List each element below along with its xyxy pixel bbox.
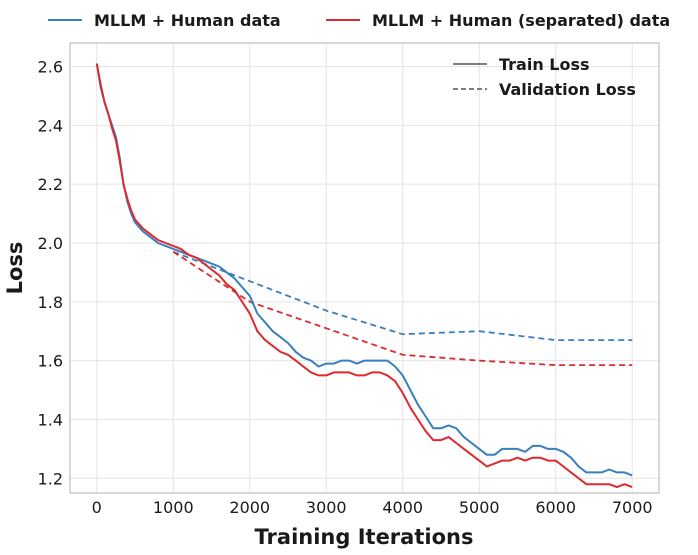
style-legend: Train Loss Validation Loss bbox=[453, 55, 636, 99]
series-lines bbox=[95, 63, 633, 489]
validation-loss-line-mllm-human-data bbox=[172, 250, 633, 342]
x-axis-label: Training Iterations bbox=[255, 525, 474, 549]
validation-loss-line-mllm-human-separated-data bbox=[172, 251, 633, 367]
y-tick-label: 2.2 bbox=[38, 175, 63, 194]
y-tick-label: 2.6 bbox=[38, 58, 63, 77]
y-tick-label: 2.4 bbox=[38, 116, 63, 135]
x-tick-label: 1000 bbox=[153, 498, 194, 517]
y-tick-label: 1.8 bbox=[38, 293, 63, 312]
x-tick-label: 2000 bbox=[229, 498, 270, 517]
y-tick-label: 1.4 bbox=[38, 410, 63, 429]
legend-label-mllm-human: MLLM + Human data bbox=[94, 11, 281, 30]
x-tick-label: 3000 bbox=[306, 498, 347, 517]
y-tick-label: 2.0 bbox=[38, 234, 63, 253]
train-loss-line-mllm-human-separated-data bbox=[95, 63, 633, 489]
x-tick-label: 4000 bbox=[382, 498, 423, 517]
train-loss-line-mllm-human-data bbox=[95, 63, 633, 477]
y-tick-label: 1.2 bbox=[38, 469, 63, 488]
axis-ticks: 0 1000 2000 3000 4000 5000 6000 7000 1.2 1.4 1.6 1.… bbox=[38, 58, 653, 517]
y-tick-label: 1.6 bbox=[38, 352, 63, 371]
y-axis-label: Loss bbox=[3, 242, 27, 295]
grid bbox=[70, 43, 659, 493]
x-tick-label: 0 bbox=[92, 498, 102, 517]
x-tick-label: 6000 bbox=[535, 498, 576, 517]
x-tick-label: 5000 bbox=[459, 498, 500, 517]
top-legend: MLLM + Human data MLLM + Human (separate… bbox=[48, 11, 670, 30]
legend-label-validation-loss: Validation Loss bbox=[499, 80, 636, 99]
legend-label-mllm-human-separated: MLLM + Human (separated) data bbox=[372, 11, 670, 30]
x-tick-label: 7000 bbox=[612, 498, 653, 517]
plot-frame bbox=[69, 42, 660, 494]
legend-label-train-loss: Train Loss bbox=[499, 55, 590, 74]
